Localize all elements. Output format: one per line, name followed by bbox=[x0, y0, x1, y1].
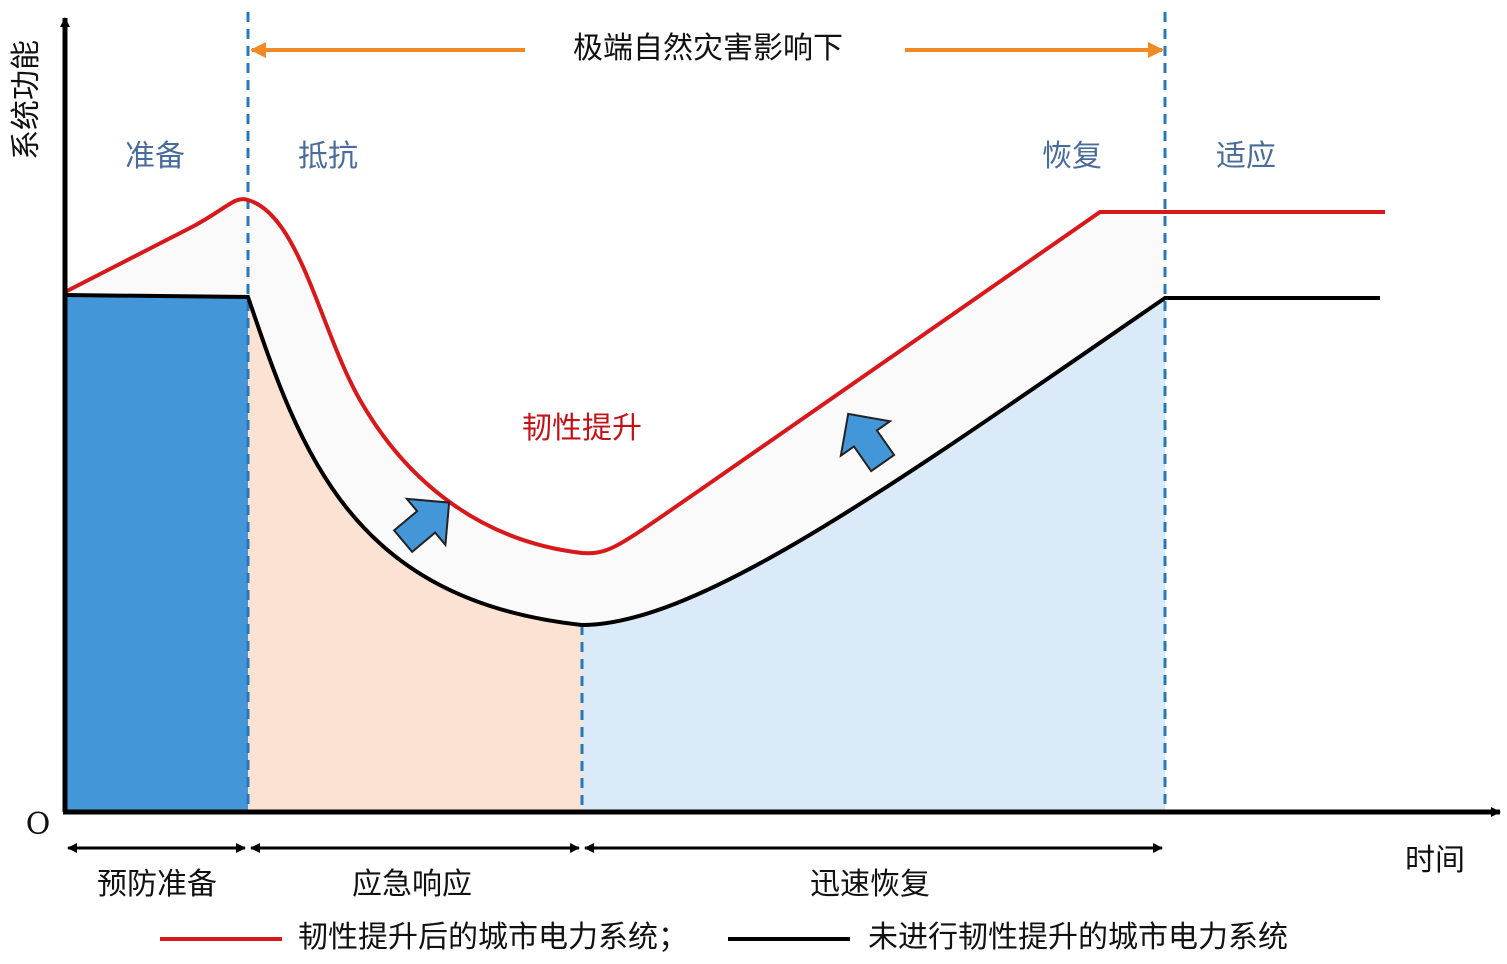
period-label: 应急响应 bbox=[352, 867, 472, 902]
x-axis-label: 时间 bbox=[1405, 843, 1465, 878]
phase-label: 抵抗 bbox=[298, 139, 358, 174]
phase-dividers bbox=[246, 12, 1167, 812]
period-label: 预防准备 bbox=[97, 867, 217, 902]
annotation: 韧性提升 bbox=[522, 411, 642, 446]
phase-label: 恢复 bbox=[1042, 139, 1102, 174]
improved-curve bbox=[64, 197, 1385, 556]
banner-label: 极端自然灾害影响下 bbox=[573, 31, 843, 66]
period-label: 迅速恢复 bbox=[810, 867, 930, 902]
origin-label: O bbox=[26, 807, 51, 842]
resilience-band bbox=[65, 199, 1165, 625]
y-axis-label: 系统功能 bbox=[9, 40, 44, 160]
legend-label: 未进行韧性提升的城市电力系统 bbox=[868, 920, 1288, 955]
phase-label: 适应 bbox=[1216, 139, 1276, 174]
legend-label: 韧性提升后的城市电力系统； bbox=[298, 920, 688, 955]
improvement-arrows bbox=[392, 412, 896, 554]
recovery-area bbox=[582, 298, 1165, 812]
phase-label: 准备 bbox=[125, 139, 185, 174]
prep-area bbox=[65, 295, 248, 812]
response-area bbox=[248, 297, 582, 812]
baseline-curve bbox=[64, 293, 1380, 628]
